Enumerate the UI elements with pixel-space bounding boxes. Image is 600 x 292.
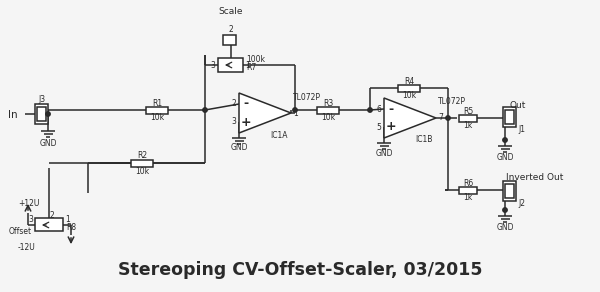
Bar	[459, 114, 477, 121]
Bar	[131, 159, 153, 166]
Text: 5: 5	[376, 123, 381, 131]
Text: 2: 2	[49, 211, 54, 220]
Text: GND: GND	[230, 143, 248, 152]
Text: GND: GND	[39, 138, 57, 147]
Text: 2: 2	[228, 25, 233, 34]
Bar	[503, 107, 516, 127]
Text: 10k: 10k	[402, 91, 416, 100]
Text: -: -	[244, 98, 248, 110]
Bar	[459, 187, 477, 194]
Bar	[317, 107, 339, 114]
Text: Stereoping CV-Offset-Scaler, 03/2015: Stereoping CV-Offset-Scaler, 03/2015	[118, 261, 482, 279]
Text: R8: R8	[66, 223, 76, 232]
Text: 6: 6	[376, 105, 381, 114]
Text: R6: R6	[463, 178, 473, 187]
Text: R7: R7	[246, 62, 256, 72]
Text: +12U: +12U	[18, 199, 40, 208]
Text: TL072P: TL072P	[438, 98, 466, 107]
Text: Inverted Out: Inverted Out	[506, 173, 563, 182]
Text: Offset: Offset	[9, 227, 32, 236]
Text: R4: R4	[404, 77, 414, 86]
Text: Out: Out	[510, 102, 526, 110]
Circle shape	[446, 116, 450, 120]
Circle shape	[203, 108, 207, 112]
Text: 1k: 1k	[463, 194, 473, 202]
Circle shape	[368, 108, 372, 112]
Text: 1: 1	[65, 215, 70, 225]
Text: -12U: -12U	[18, 244, 36, 253]
Bar	[223, 35, 236, 45]
Bar	[218, 58, 243, 72]
Bar	[35, 218, 63, 231]
Text: J1: J1	[518, 126, 525, 135]
Text: 10k: 10k	[321, 114, 335, 123]
Text: 100k: 100k	[246, 55, 265, 65]
Bar	[146, 107, 168, 114]
Text: TL072P: TL072P	[293, 93, 321, 102]
Text: GND: GND	[496, 154, 514, 163]
Text: GND: GND	[496, 223, 514, 232]
Text: -: -	[388, 102, 394, 116]
Text: 1: 1	[245, 60, 250, 69]
Text: R3: R3	[323, 98, 333, 107]
Circle shape	[46, 112, 50, 116]
Text: 2: 2	[231, 100, 236, 109]
Text: 1k: 1k	[463, 121, 473, 131]
Text: R5: R5	[463, 107, 473, 116]
Text: J2: J2	[518, 199, 525, 208]
Circle shape	[503, 208, 507, 212]
Text: 10k: 10k	[135, 166, 149, 175]
Text: +: +	[241, 116, 251, 128]
Text: GND: GND	[375, 149, 393, 157]
Text: In: In	[8, 110, 17, 120]
Text: R2: R2	[137, 152, 147, 161]
Bar	[505, 184, 514, 198]
Text: 3: 3	[210, 60, 215, 69]
Polygon shape	[239, 93, 291, 133]
Text: IC1A: IC1A	[270, 131, 287, 140]
Text: 3: 3	[28, 215, 33, 225]
Polygon shape	[384, 98, 436, 138]
Text: +: +	[386, 121, 397, 133]
Bar	[37, 107, 46, 121]
Text: R1: R1	[152, 98, 162, 107]
Circle shape	[503, 138, 507, 142]
Text: 7: 7	[438, 114, 443, 123]
Text: IC1B: IC1B	[415, 135, 433, 145]
Text: 10k: 10k	[150, 114, 164, 123]
Bar	[505, 110, 514, 124]
Text: 3: 3	[231, 117, 236, 126]
Text: Scale: Scale	[218, 8, 243, 17]
Bar	[35, 104, 48, 124]
Bar	[398, 84, 420, 91]
Text: J3: J3	[38, 95, 46, 105]
Circle shape	[293, 108, 297, 112]
Text: 1: 1	[293, 109, 298, 117]
Bar	[503, 181, 516, 201]
